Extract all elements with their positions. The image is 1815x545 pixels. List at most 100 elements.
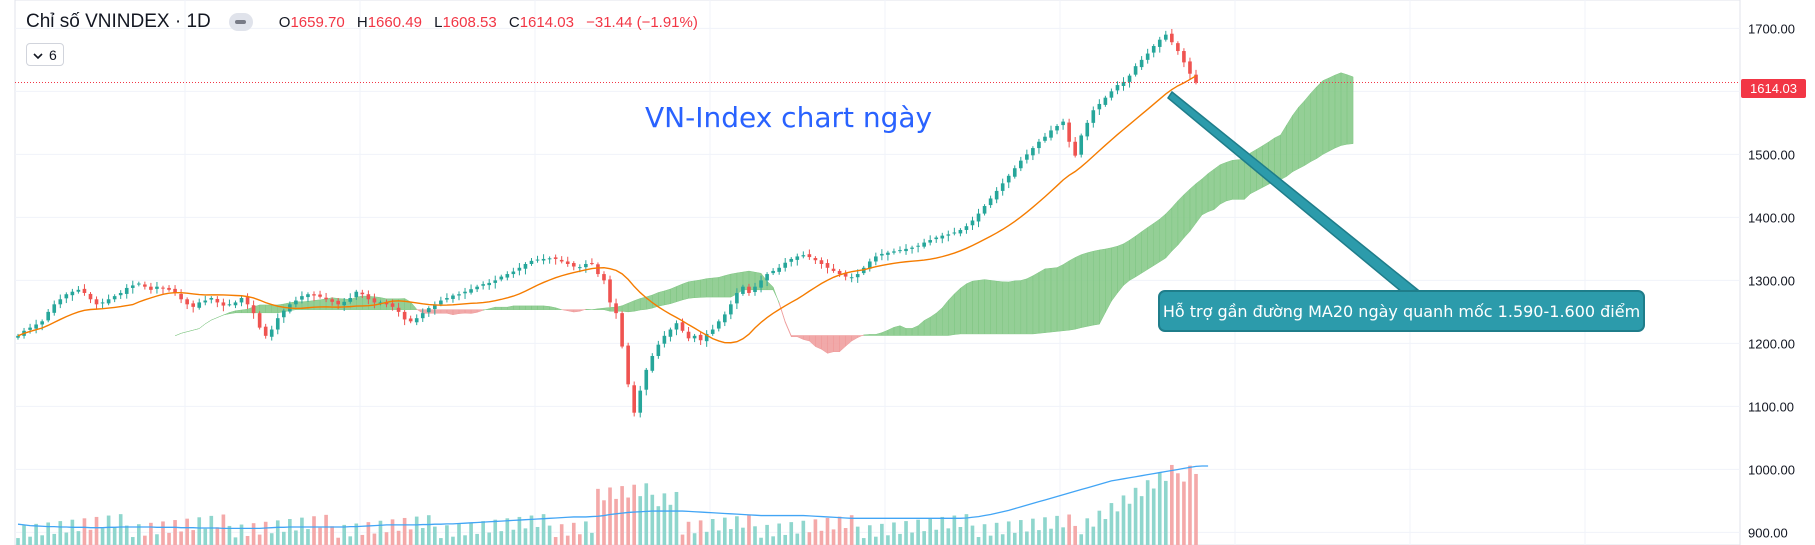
ichimoku-cloud-segment — [1044, 267, 1052, 333]
candle-body — [596, 264, 600, 275]
volume-bar — [638, 496, 643, 545]
open-value: 1659.70 — [290, 13, 345, 31]
volume-bar — [976, 537, 981, 545]
y-tick-label: 900.00 — [1748, 525, 1788, 540]
candle-body — [614, 303, 618, 314]
ichimoku-cloud-segment — [899, 325, 907, 336]
candle-body — [535, 259, 540, 261]
candle-body — [662, 335, 667, 344]
candle-body — [958, 229, 963, 234]
volume-bar — [22, 525, 26, 545]
volume-bar — [505, 518, 510, 545]
volume-bar — [771, 536, 775, 545]
ichimoku-cloud-segment — [984, 279, 991, 335]
ichimoku-cloud-segment — [923, 316, 931, 336]
volume-bar — [1025, 531, 1029, 545]
candle-body — [1055, 126, 1059, 131]
volume-bar — [1073, 525, 1077, 545]
candle-body — [475, 286, 479, 290]
candle-body — [964, 226, 969, 230]
ichimoku-cloud-segment — [525, 305, 532, 310]
candle-body — [336, 300, 340, 305]
volume-bar — [106, 515, 111, 545]
y-tick-label: 1200.00 — [1748, 336, 1795, 351]
volume-bar — [281, 531, 286, 545]
candle-body — [457, 294, 461, 296]
ichimoku-cloud-segment — [857, 334, 864, 338]
ichimoku-cloud-segment — [597, 307, 605, 310]
support-callout[interactable]: Hỗ trợ gần đường MA20 ngày quanh mốc 1.5… — [1158, 290, 1645, 332]
ichimoku-cloud-segment — [887, 326, 895, 336]
candle-body — [179, 293, 183, 300]
candle-body — [1127, 75, 1132, 82]
candle-body — [571, 263, 576, 267]
candle-body — [493, 280, 498, 283]
candle-body — [76, 289, 81, 292]
volume-bar — [414, 516, 419, 545]
volume-bar — [795, 533, 800, 545]
volume-bar — [753, 526, 757, 545]
ichimoku-cloud-segment — [778, 302, 786, 323]
candle-body — [1073, 141, 1077, 156]
ichimoku-cloud-segment — [682, 281, 689, 301]
volume-bar — [886, 535, 890, 545]
y-tick-label: 1300.00 — [1748, 273, 1795, 288]
candle-body — [813, 258, 818, 261]
volume-bar — [674, 491, 679, 545]
ichimoku-cloud-segment — [658, 290, 665, 307]
candle-body — [40, 321, 44, 325]
ichimoku-cloud-segment — [1219, 162, 1227, 205]
symbol-title[interactable]: Chỉ số VNINDEX · 1D — [26, 11, 211, 32]
volume-ma-line — [17, 465, 1209, 530]
candle-body — [874, 256, 878, 262]
ichimoku-cloud-segment — [784, 321, 792, 337]
ichimoku-cloud-segment — [845, 335, 852, 347]
ichimoku-cloud-segment — [863, 334, 871, 336]
volume-bar — [608, 487, 612, 545]
candle-body — [1145, 53, 1150, 60]
candle-body — [867, 261, 872, 269]
ichimoku-cloud-segment — [972, 280, 979, 335]
candle-body — [716, 321, 721, 329]
candle-body — [499, 276, 504, 280]
candle-body — [644, 369, 649, 390]
candle-body — [64, 294, 69, 299]
candle-body — [898, 250, 902, 252]
ichimoku-cloud-segment — [1062, 260, 1070, 332]
volume-bar — [402, 517, 407, 545]
volume-bar — [263, 521, 268, 545]
volume-bar — [584, 521, 588, 545]
volume-bar — [837, 516, 842, 545]
ichimoku-cloud-segment — [821, 335, 828, 354]
ichimoku-cloud-segment — [1238, 158, 1245, 200]
candle-body — [608, 279, 612, 303]
volume-bar — [396, 530, 401, 545]
ichimoku-cloud-segment — [1147, 222, 1154, 270]
more-options-button[interactable] — [228, 13, 253, 31]
volume-bar — [499, 531, 504, 545]
high-label: H — [356, 13, 368, 31]
volume-bar — [52, 533, 57, 545]
volume-bar — [469, 522, 473, 545]
change-value: −31.44 (−1.91%) — [586, 13, 698, 31]
ichimoku-cloud-segment — [664, 288, 671, 306]
candle-body — [650, 355, 655, 371]
ichimoku-cloud-segment — [1298, 99, 1305, 169]
candle-body — [698, 334, 703, 341]
ichimoku-cloud-segment — [694, 279, 701, 298]
ichimoku-cloud-segment — [627, 300, 635, 313]
volume-bar — [759, 537, 763, 545]
candle-body — [215, 298, 220, 303]
ichimoku-cloud-segment — [187, 329, 194, 332]
candle-body — [668, 329, 673, 337]
volume-bar — [547, 525, 552, 545]
indicators-toggle-button[interactable]: 6 — [26, 43, 64, 66]
ichimoku-cloud-segment — [803, 335, 810, 342]
candle-body — [1151, 45, 1156, 53]
ichimoku-cloud-segment — [1074, 254, 1082, 330]
candle-body — [384, 302, 389, 305]
candle-body — [1188, 61, 1192, 74]
candle-body — [584, 263, 588, 268]
